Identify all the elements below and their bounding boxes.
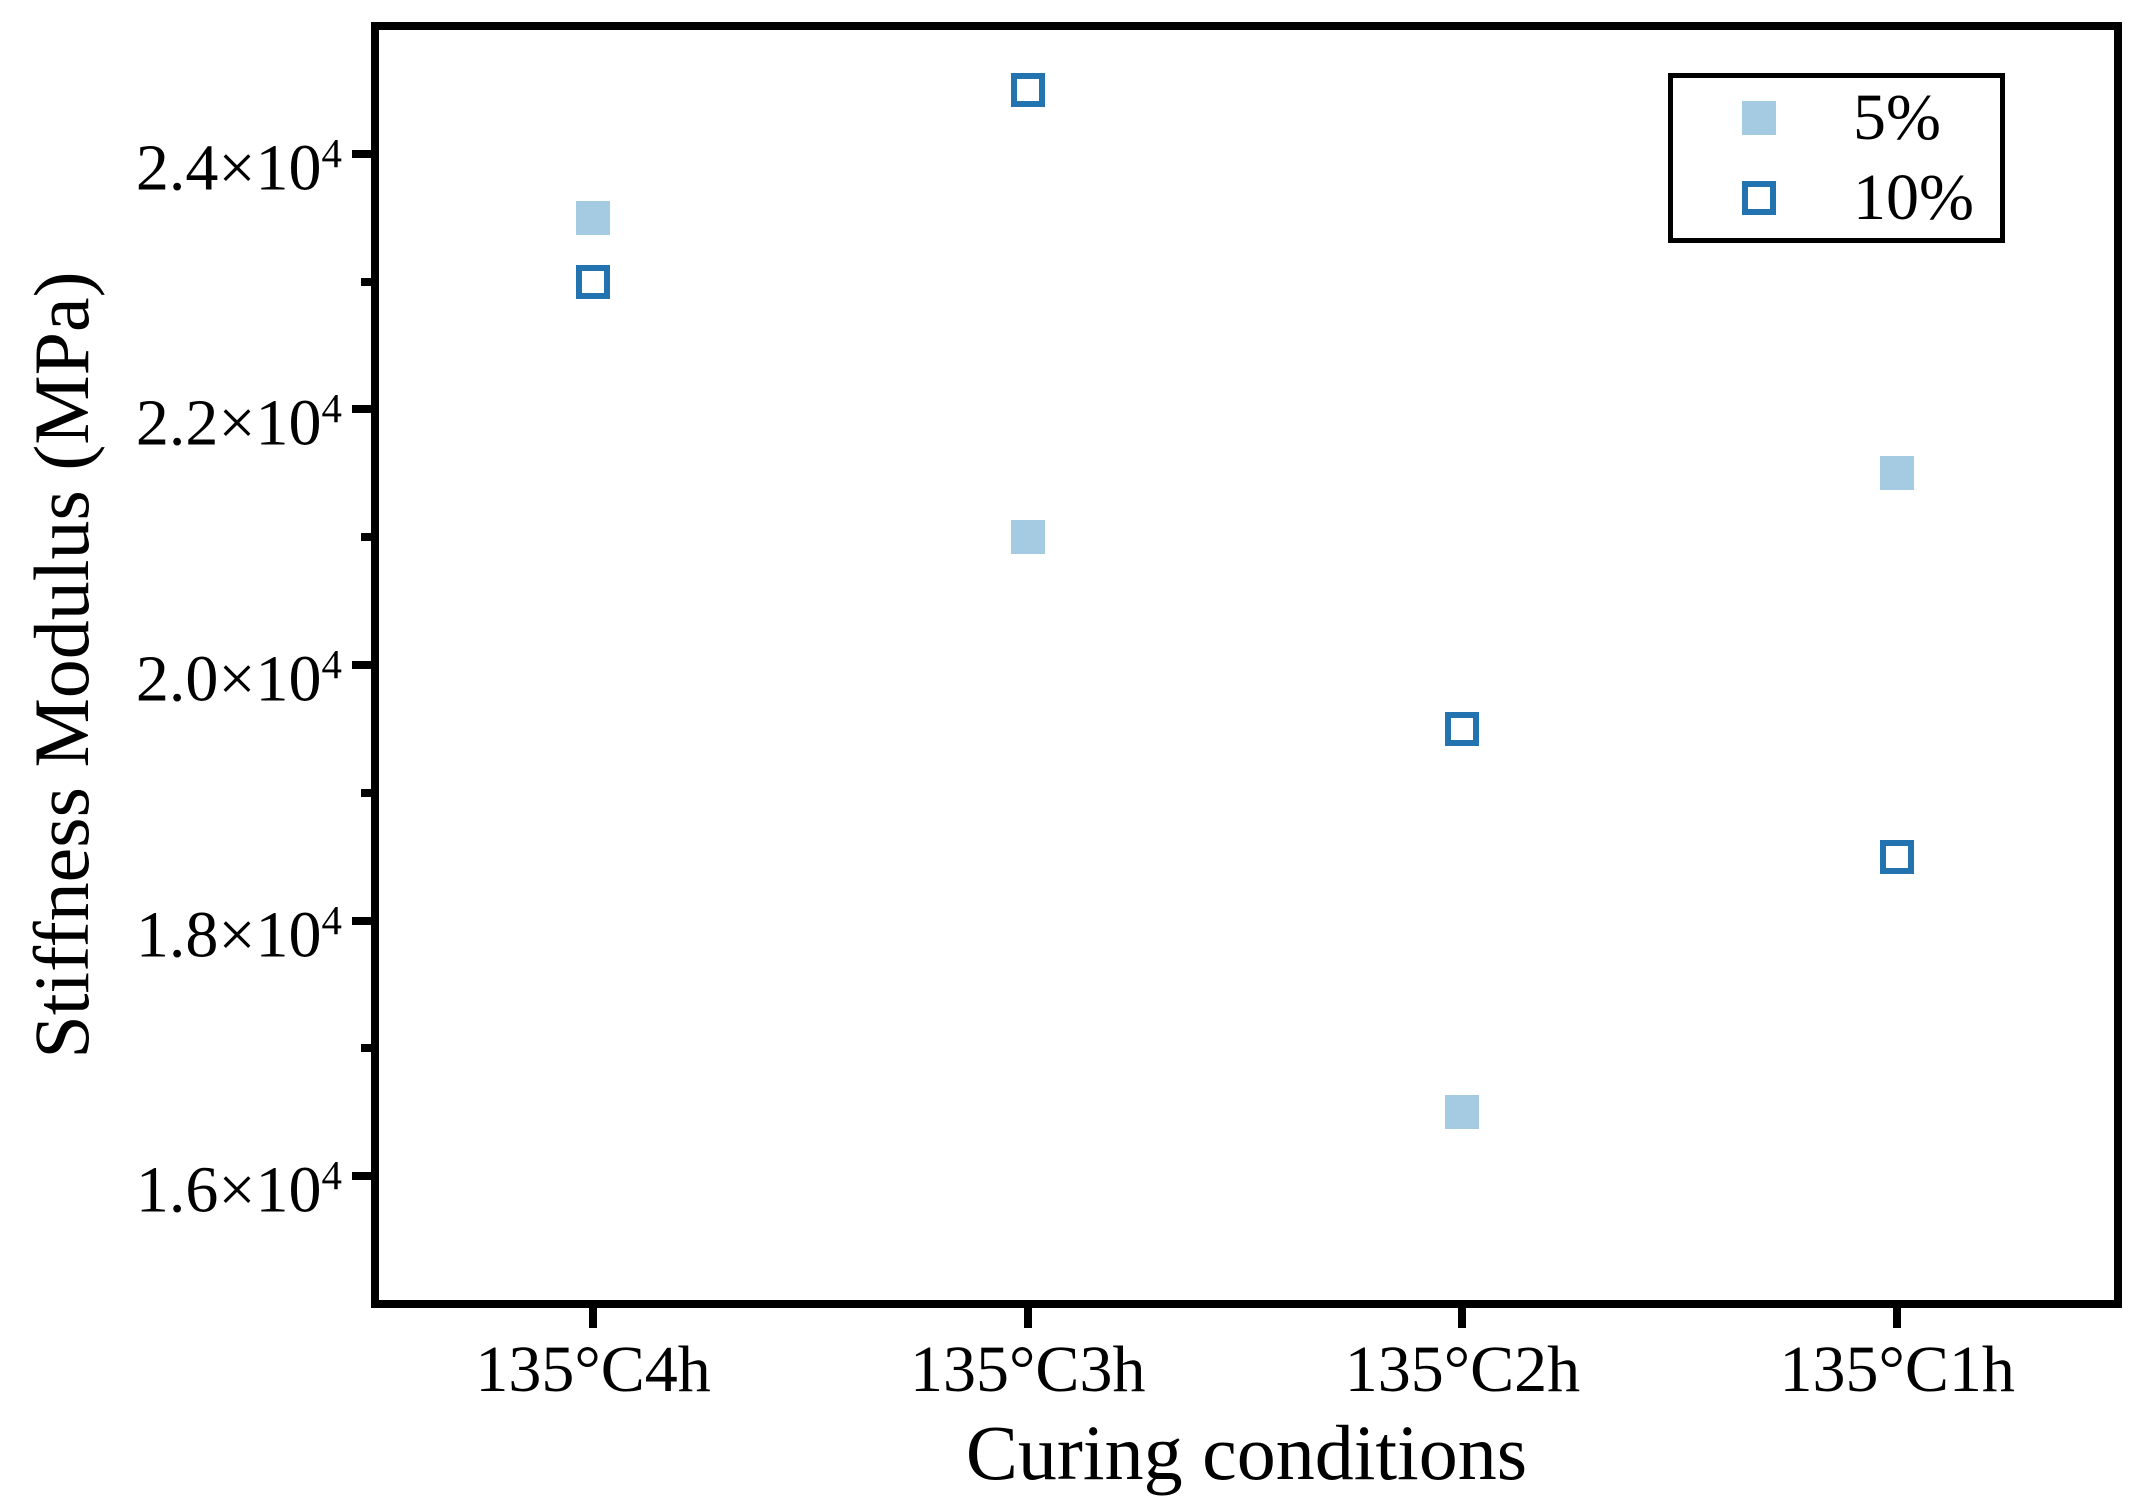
y-tick-label: 2.4×104: [135, 130, 342, 205]
x-tick-label: 135°C4h: [475, 1333, 711, 1406]
legend-item-10pct: 10%: [1673, 158, 2000, 238]
scatter-point: [1010, 520, 1045, 555]
y-minor-tick: [361, 788, 375, 797]
scatter-point: [1445, 711, 1480, 746]
scatter-point: [1445, 1095, 1480, 1130]
x-axis-title: Curing conditions: [965, 1409, 1528, 1496]
y-major-tick: [352, 1172, 375, 1181]
x-tick-label: 135°C3h: [910, 1333, 1146, 1406]
scatter-point: [1880, 839, 1915, 874]
scatter-point: [1010, 72, 1045, 107]
y-minor-tick: [361, 277, 375, 286]
x-tick: [1893, 1306, 1902, 1328]
y-minor-tick: [361, 1044, 375, 1053]
x-tick: [589, 1306, 598, 1328]
legend-label-5pct: 5%: [1853, 81, 1941, 154]
y-axis-title: Stiffness Modulus (MPa): [18, 271, 105, 1059]
y-major-tick: [352, 661, 375, 669]
plot-area: [371, 22, 2122, 1308]
legend: 5% 10%: [1668, 73, 2005, 243]
x-tick: [1458, 1306, 1467, 1328]
y-minor-tick: [361, 533, 375, 542]
legend-item-5pct: 5%: [1673, 78, 2000, 158]
open-square-icon: [1742, 181, 1776, 215]
legend-label-10pct: 10%: [1853, 161, 1974, 234]
y-major-tick: [352, 405, 375, 414]
scatter-point: [576, 200, 611, 235]
y-tick-label: 1.8×104: [135, 897, 342, 972]
x-tick-label: 135°C1h: [1779, 1333, 2015, 1406]
x-tick-label: 135°C2h: [1344, 1333, 1581, 1406]
x-tick: [1023, 1306, 1032, 1328]
y-major-tick: [352, 916, 375, 925]
y-tick-label: 1.6×104: [135, 1153, 342, 1227]
filled-square-icon: [1742, 101, 1776, 135]
y-tick-label: 2.2×104: [135, 386, 342, 460]
scatter-point: [576, 264, 611, 299]
scatter-point: [1880, 456, 1915, 491]
y-major-tick: [352, 149, 375, 158]
y-tick-label: 2.0×104: [135, 642, 342, 716]
